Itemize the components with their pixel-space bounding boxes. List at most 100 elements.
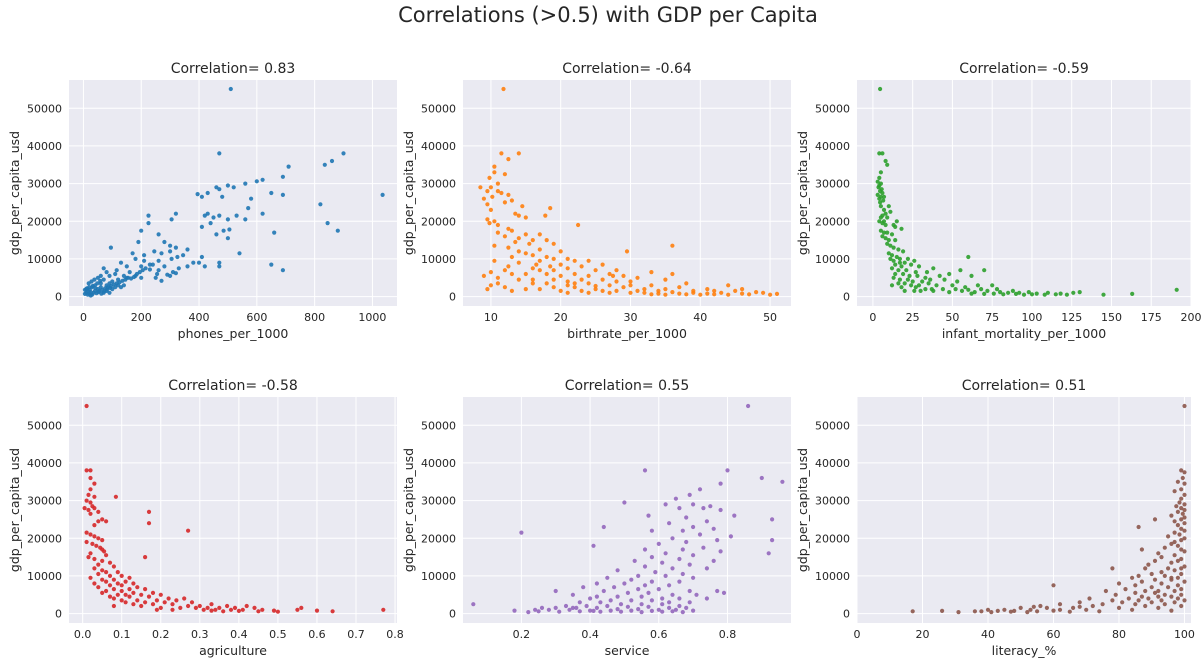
data-point	[990, 283, 995, 288]
data-point	[1179, 468, 1184, 473]
data-point	[770, 517, 775, 522]
data-point	[155, 271, 160, 277]
data-point	[902, 281, 907, 286]
data-point	[178, 605, 183, 611]
y-tick-label: 50000	[815, 102, 850, 115]
data-point	[886, 204, 891, 209]
data-point	[955, 279, 960, 284]
data-point	[99, 291, 104, 296]
data-point	[201, 607, 206, 612]
x-tick-label: 10	[484, 311, 498, 324]
data-point	[940, 608, 945, 614]
data-point	[649, 292, 654, 297]
data-point	[516, 249, 521, 254]
data-point	[893, 262, 898, 267]
data-point	[711, 526, 716, 531]
data-point	[1172, 553, 1177, 558]
data-point	[217, 264, 222, 269]
data-point	[260, 607, 265, 612]
data-point	[697, 532, 703, 537]
data-point	[156, 258, 161, 263]
data-point	[878, 215, 884, 220]
data-point	[916, 283, 922, 288]
data-point	[92, 566, 97, 571]
data-point	[553, 605, 558, 611]
data-point	[614, 288, 619, 293]
data-point	[100, 568, 105, 573]
data-point	[1179, 556, 1184, 562]
data-point	[740, 287, 745, 292]
x-tick-label: 60	[1046, 628, 1060, 641]
data-point	[780, 479, 785, 484]
data-point	[649, 528, 655, 533]
data-point	[1136, 524, 1141, 530]
data-point	[111, 603, 116, 609]
data-point	[701, 545, 706, 550]
data-point	[605, 603, 610, 609]
data-point	[107, 273, 112, 278]
data-point	[1175, 558, 1180, 564]
data-point	[142, 253, 147, 258]
data-point	[642, 547, 648, 552]
data-point	[667, 605, 672, 611]
data-point	[565, 290, 570, 295]
data-point	[646, 513, 651, 518]
data-point	[86, 492, 91, 497]
data-point	[131, 602, 136, 607]
data-point	[985, 607, 991, 612]
data-point	[536, 609, 541, 614]
data-point	[1133, 602, 1138, 607]
data-point	[931, 266, 936, 271]
data-point	[182, 596, 187, 601]
data-point	[1159, 555, 1164, 560]
data-point	[1175, 509, 1180, 514]
data-point	[502, 234, 507, 239]
data-point	[169, 217, 174, 222]
data-point	[586, 281, 591, 286]
data-point	[1067, 609, 1072, 614]
data-point	[878, 228, 884, 233]
data-point	[1123, 587, 1128, 592]
y-tick-label: 30000	[421, 495, 456, 508]
data-point	[551, 268, 556, 273]
data-point	[880, 234, 885, 239]
data-point	[544, 271, 549, 277]
x-axis-label: service	[605, 643, 650, 658]
data-point	[246, 206, 251, 211]
data-point	[667, 521, 672, 526]
data-point	[656, 541, 661, 547]
data-point	[1021, 292, 1027, 297]
data-point	[227, 227, 232, 232]
data-point	[92, 506, 97, 511]
data-point	[232, 605, 238, 611]
data-point	[1162, 545, 1167, 550]
data-point	[876, 185, 881, 190]
data-point	[1175, 575, 1180, 580]
data-point	[111, 587, 116, 592]
data-point	[1126, 596, 1131, 601]
data-point	[88, 468, 93, 473]
data-point	[684, 281, 689, 286]
data-point	[1103, 588, 1108, 594]
data-point	[499, 190, 504, 196]
data-point	[601, 524, 606, 530]
data-point	[121, 283, 126, 288]
data-point	[506, 157, 511, 162]
data-point	[236, 608, 241, 614]
data-point	[527, 241, 532, 246]
y-tick-label: 30000	[815, 178, 850, 191]
data-point	[607, 271, 612, 277]
data-point	[768, 292, 773, 297]
data-point	[341, 151, 346, 156]
y-axis-label: gdp_per_capita_usd	[795, 131, 810, 255]
data-point	[601, 588, 606, 594]
data-point	[143, 600, 148, 605]
data-point	[880, 151, 885, 156]
data-point	[1031, 604, 1036, 609]
data-point	[506, 264, 511, 269]
data-point	[119, 573, 124, 579]
data-point	[244, 603, 249, 609]
data-point	[663, 287, 668, 292]
data-point	[684, 605, 689, 611]
data-point	[1182, 481, 1187, 486]
